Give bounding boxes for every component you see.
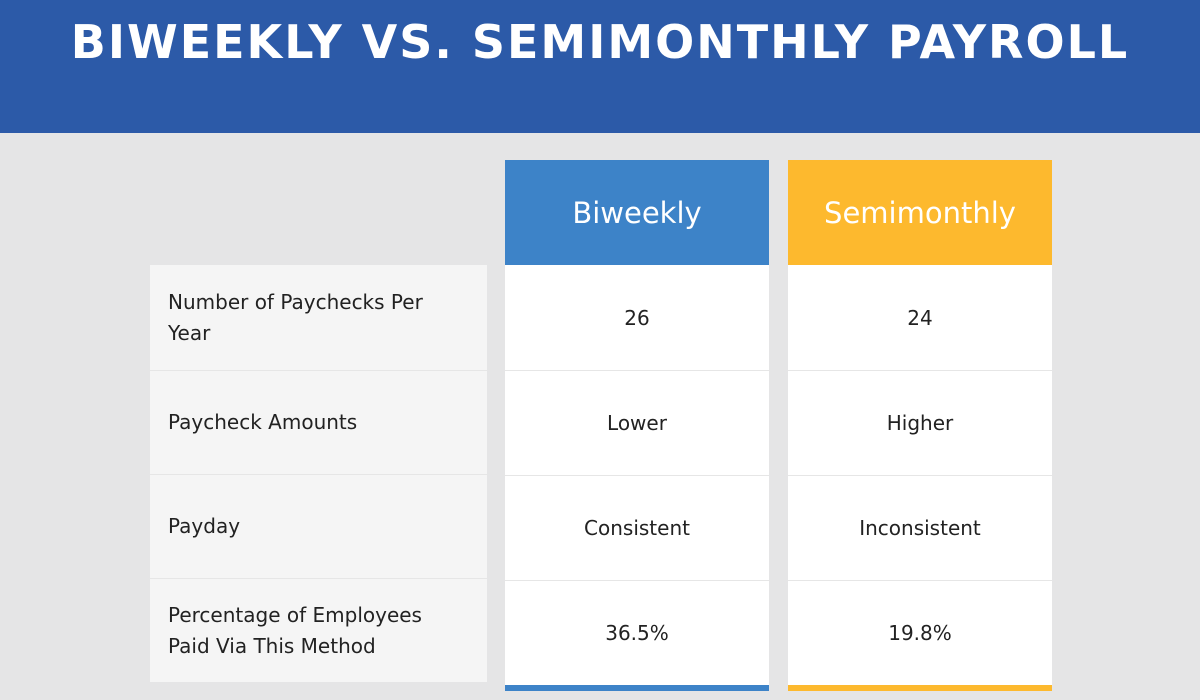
row-label-text: Percentage of Employees Paid Via This Me… <box>168 602 422 658</box>
row-label-text: Paycheck Amounts <box>168 410 358 434</box>
semimonthly-column: Semimonthly 24 Higher Inconsistent 19.8% <box>788 160 1052 691</box>
biweekly-bottom-bar <box>505 685 769 691</box>
biweekly-percentage-cell: 36.5% <box>505 580 769 685</box>
row-label: Paycheck Amounts <box>150 370 487 474</box>
semimonthly-payday-cell: Inconsistent <box>788 475 1052 580</box>
row-labels-column: Number of Paychecks Per Year Paycheck Am… <box>150 265 487 682</box>
semimonthly-paychecks-cell: 24 <box>788 265 1052 370</box>
biweekly-column: Biweekly 26 Lower Consistent 36.5% <box>505 160 769 691</box>
row-label-text: Number of Paychecks Per Year <box>168 289 423 345</box>
row-label: Percentage of Employees Paid Via This Me… <box>150 578 487 682</box>
semimonthly-percentage-cell: 19.8% <box>788 580 1052 685</box>
row-label-text: Payday <box>168 514 241 538</box>
semimonthly-amounts-cell: Higher <box>788 370 1052 475</box>
biweekly-amounts-cell: Lower <box>505 370 769 475</box>
biweekly-payday-cell: Consistent <box>505 475 769 580</box>
row-label: Payday <box>150 474 487 578</box>
semimonthly-column-header: Semimonthly <box>788 160 1052 265</box>
biweekly-column-header: Biweekly <box>505 160 769 265</box>
biweekly-paychecks-cell: 26 <box>505 265 769 370</box>
row-label: Number of Paychecks Per Year <box>150 265 487 370</box>
semimonthly-bottom-bar <box>788 685 1052 691</box>
page-title: BIWEEKLY VS. SEMIMONTHLY PAYROLL <box>70 15 1130 69</box>
header-banner: BIWEEKLY VS. SEMIMONTHLY PAYROLL <box>0 0 1200 133</box>
